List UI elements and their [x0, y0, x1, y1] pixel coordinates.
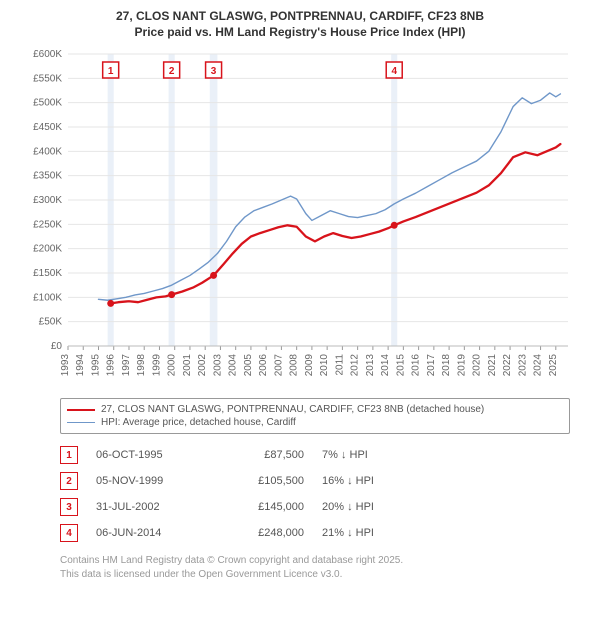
- svg-text:£550K: £550K: [33, 74, 62, 85]
- title-block: 27, CLOS NANT GLASWG, PONTPRENNAU, CARDI…: [0, 0, 600, 44]
- footnote: Contains HM Land Registry data © Crown c…: [60, 554, 570, 581]
- chart: £0 £50K £100K £150K £200K £250K £300K £350K £400…: [20, 48, 580, 388]
- sales-marker: 1: [60, 446, 78, 464]
- footnote-line-2: This data is licensed under the Open Gov…: [60, 568, 570, 582]
- svg-text:2010: 2010: [319, 354, 330, 377]
- legend-item: 27, CLOS NANT GLASWG, PONTPRENNAU, CARDI…: [67, 403, 563, 416]
- svg-text:1994: 1994: [75, 354, 86, 377]
- svg-text:2016: 2016: [411, 354, 422, 377]
- svg-text:2021: 2021: [487, 354, 498, 377]
- legend-swatch: [67, 409, 95, 411]
- svg-text:2000: 2000: [167, 354, 178, 377]
- svg-text:2013: 2013: [365, 354, 376, 377]
- svg-text:2002: 2002: [197, 354, 208, 377]
- svg-text:2022: 2022: [502, 354, 513, 377]
- sales-diff: 7% ↓ HPI: [322, 449, 432, 461]
- svg-text:2012: 2012: [350, 354, 361, 377]
- svg-text:1997: 1997: [121, 354, 132, 377]
- svg-text:£250K: £250K: [33, 220, 62, 231]
- svg-text:2008: 2008: [289, 354, 300, 377]
- svg-text:2: 2: [169, 66, 175, 77]
- svg-text:£450K: £450K: [33, 122, 62, 133]
- svg-text:1: 1: [108, 66, 114, 77]
- sales-date: 31-JUL-2002: [96, 501, 206, 513]
- legend-swatch: [67, 422, 95, 423]
- svg-text:£350K: £350K: [33, 171, 62, 182]
- sales-marker: 4: [60, 524, 78, 542]
- chart-svg: £0 £50K £100K £150K £200K £250K £300K £350K £400…: [20, 48, 580, 388]
- legend-item: HPI: Average price, detached house, Card…: [67, 416, 563, 429]
- sales-date: 06-JUN-2014: [96, 527, 206, 539]
- svg-text:£200K: £200K: [33, 244, 62, 255]
- sales-row: 3 31-JUL-2002 £145,000 20% ↓ HPI: [60, 494, 570, 520]
- svg-text:2003: 2003: [212, 354, 223, 377]
- svg-text:2014: 2014: [380, 354, 391, 377]
- sales-diff: 16% ↓ HPI: [322, 475, 432, 487]
- svg-text:2025: 2025: [548, 354, 559, 377]
- sales-price: £105,500: [224, 475, 304, 487]
- svg-text:2006: 2006: [258, 354, 269, 377]
- svg-text:2004: 2004: [228, 354, 239, 377]
- svg-text:2020: 2020: [472, 354, 483, 377]
- sales-price: £248,000: [224, 527, 304, 539]
- sales-date: 06-OCT-1995: [96, 449, 206, 461]
- figure: 27, CLOS NANT GLASWG, PONTPRENNAU, CARDI…: [0, 0, 600, 581]
- svg-text:2007: 2007: [273, 354, 284, 377]
- svg-text:2009: 2009: [304, 354, 315, 377]
- sales-marker: 2: [60, 472, 78, 490]
- svg-text:£500K: £500K: [33, 98, 62, 109]
- sales-price: £87,500: [224, 449, 304, 461]
- svg-text:2017: 2017: [426, 354, 437, 377]
- svg-text:2015: 2015: [395, 354, 406, 377]
- legend: 27, CLOS NANT GLASWG, PONTPRENNAU, CARDI…: [60, 398, 570, 434]
- sales-price: £145,000: [224, 501, 304, 513]
- svg-text:1998: 1998: [136, 354, 147, 377]
- svg-text:£600K: £600K: [33, 49, 62, 60]
- svg-text:2023: 2023: [517, 354, 528, 377]
- sales-row: 2 05-NOV-1999 £105,500 16% ↓ HPI: [60, 468, 570, 494]
- svg-text:£300K: £300K: [33, 195, 62, 206]
- svg-text:2024: 2024: [533, 354, 544, 377]
- svg-text:2019: 2019: [456, 354, 467, 377]
- sales-date: 05-NOV-1999: [96, 475, 206, 487]
- svg-text:£400K: £400K: [33, 147, 62, 158]
- footnote-line-1: Contains HM Land Registry data © Crown c…: [60, 554, 570, 568]
- sales-diff: 20% ↓ HPI: [322, 501, 432, 513]
- sales-row: 4 06-JUN-2014 £248,000 21% ↓ HPI: [60, 520, 570, 546]
- svg-text:£0: £0: [51, 341, 63, 352]
- sales-row: 1 06-OCT-1995 £87,500 7% ↓ HPI: [60, 442, 570, 468]
- svg-text:1995: 1995: [90, 354, 101, 377]
- svg-text:£150K: £150K: [33, 268, 62, 279]
- sales-marker: 3: [60, 498, 78, 516]
- svg-text:2018: 2018: [441, 354, 452, 377]
- svg-text:1993: 1993: [60, 354, 71, 377]
- sales-diff: 21% ↓ HPI: [322, 527, 432, 539]
- title-line-2: Price paid vs. HM Land Registry's House …: [10, 24, 590, 40]
- svg-text:3: 3: [211, 66, 217, 77]
- title-line-1: 27, CLOS NANT GLASWG, PONTPRENNAU, CARDI…: [10, 8, 590, 24]
- sales-table: 1 06-OCT-1995 £87,500 7% ↓ HPI 2 05-NOV-1999 £…: [60, 442, 570, 546]
- svg-text:£100K: £100K: [33, 293, 62, 304]
- svg-text:1999: 1999: [151, 354, 162, 377]
- svg-text:1996: 1996: [106, 354, 117, 377]
- svg-text:£50K: £50K: [39, 317, 63, 328]
- svg-text:2005: 2005: [243, 354, 254, 377]
- svg-text:4: 4: [391, 66, 397, 77]
- legend-label: 27, CLOS NANT GLASWG, PONTPRENNAU, CARDI…: [101, 403, 484, 416]
- svg-text:2001: 2001: [182, 354, 193, 377]
- legend-label: HPI: Average price, detached house, Card…: [101, 416, 296, 429]
- svg-text:2011: 2011: [334, 354, 345, 376]
